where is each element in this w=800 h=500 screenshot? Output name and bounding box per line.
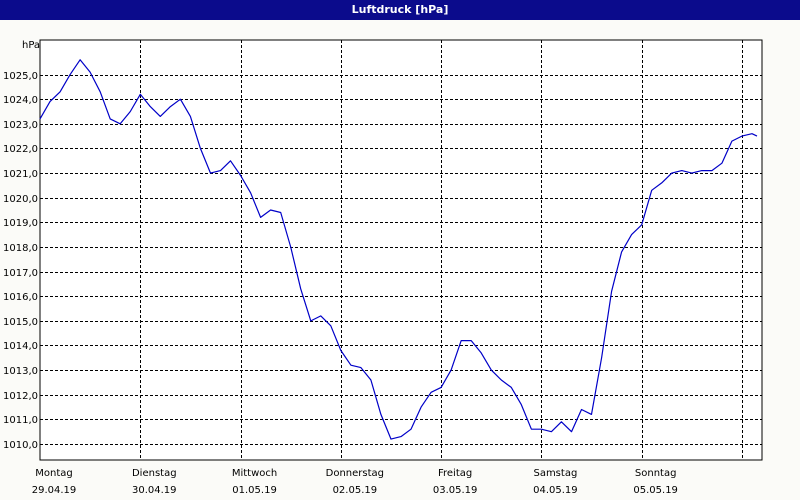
y-tick-label: 1024,0 [3,95,38,106]
y-tick-label: 1022,0 [3,144,38,155]
x-tick-day-label: Sonntag [635,468,677,479]
x-tick-day-label: Mittwoch [232,468,277,479]
y-axis-label: hPa [22,40,40,51]
x-tick-date-label: 29.04.19 [32,485,77,496]
x-tick-day-label: Donnerstag [326,468,384,479]
y-tick-label: 1015,0 [3,317,38,328]
y-tick-label: 1025,0 [3,71,38,82]
x-tick-date-label: 03.05.19 [433,485,478,496]
y-tick-label: 1021,0 [3,169,38,180]
y-tick-label: 1016,0 [3,292,38,303]
y-tick-label: 1019,0 [3,218,38,229]
y-axis: 1010,0 1011,0 1012,0 1013,0 1014,0 1015,0 1016… [3,71,38,451]
x-tick-date-label: 05.05.19 [633,485,678,496]
x-tick-date-label: 30.04.19 [132,485,177,496]
y-tick-label: 1011,0 [3,415,38,426]
y-tick-label: 1014,0 [3,341,38,352]
y-tick-label: 1023,0 [3,120,38,131]
plot-area [39,39,763,461]
chart-title: Luftdruck [hPa] [0,0,800,20]
y-tick-label: 1018,0 [3,243,38,254]
x-tick-day-label: Montag [35,468,72,479]
x-tick-date-label: 04.05.19 [533,485,578,496]
y-tick-label: 1017,0 [3,268,38,279]
grid-lines [40,40,762,460]
y-tick-label: 1020,0 [3,194,38,205]
pressure-series-line [39,59,758,440]
pressure-chart: 1010,0 1011,0 1012,0 1013,0 1014,0 1015,0 1016… [3,39,763,496]
y-tick-label: 1010,0 [3,440,38,451]
x-tick-day-label: Samstag [533,468,577,479]
y-tick-label: 1012,0 [3,391,38,402]
x-tick-day-label: Dienstag [132,468,177,479]
x-tick-date-label: 01.05.19 [232,485,277,496]
x-tick-day-label: Freitag [438,468,472,479]
y-tick-label: 1013,0 [3,366,38,377]
x-tick-date-label: 02.05.19 [333,485,378,496]
x-axis: Montag 29.04.19 Dienstag 30.04.19 Mittwoch 01… [32,468,678,496]
series-group [39,59,758,440]
